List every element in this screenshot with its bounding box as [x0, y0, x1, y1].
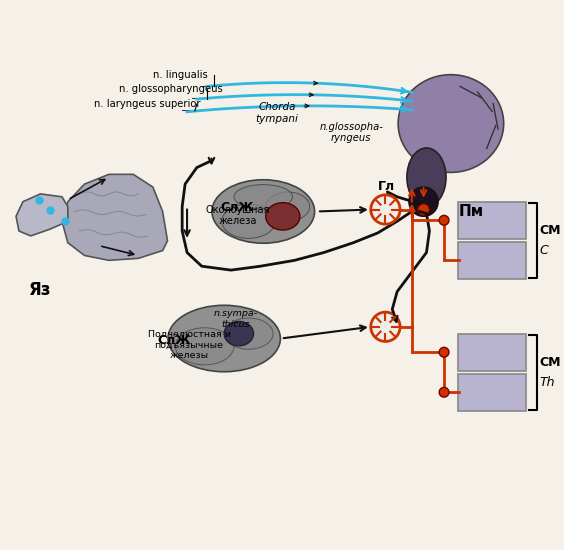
Text: n. glossopharyngeus: n. glossopharyngeus [118, 84, 222, 95]
Ellipse shape [212, 180, 315, 243]
Ellipse shape [224, 318, 273, 349]
Ellipse shape [409, 187, 438, 216]
Text: Th: Th [540, 376, 556, 388]
Text: Гл: Гл [378, 180, 395, 193]
Circle shape [439, 347, 449, 357]
Ellipse shape [222, 204, 275, 238]
Text: n.glossopha-
ryngeus: n.glossopha- ryngeus [319, 122, 383, 143]
Polygon shape [62, 174, 168, 260]
Text: Пм: Пм [459, 204, 484, 219]
Circle shape [439, 216, 449, 225]
Text: n. laryngeus superior: n. laryngeus superior [94, 99, 201, 109]
Circle shape [439, 387, 449, 397]
Text: Chorda
tympani: Chorda tympani [255, 102, 298, 124]
Ellipse shape [224, 321, 253, 346]
Text: Околоушная
железа: Околоушная железа [206, 205, 270, 226]
Ellipse shape [234, 185, 293, 209]
Text: СлЖ: СлЖ [221, 201, 254, 214]
FancyBboxPatch shape [458, 373, 526, 411]
Polygon shape [16, 194, 68, 236]
Circle shape [371, 195, 400, 224]
Ellipse shape [407, 148, 446, 207]
Ellipse shape [398, 75, 504, 172]
Circle shape [418, 204, 429, 216]
Text: СМ: СМ [540, 224, 561, 237]
FancyBboxPatch shape [458, 242, 526, 279]
Text: Яз: Яз [29, 280, 51, 299]
Text: СлЖ: СлЖ [158, 334, 191, 348]
Ellipse shape [168, 305, 280, 372]
Text: n. lingualis: n. lingualis [153, 70, 208, 80]
Circle shape [371, 312, 400, 342]
Text: Подчелюстная и
подъязычные
железы: Подчелюстная и подъязычные железы [148, 330, 231, 360]
Text: СМ: СМ [540, 356, 561, 369]
Text: n.sympa-
thicus: n.sympa- thicus [214, 310, 258, 329]
FancyBboxPatch shape [458, 202, 526, 239]
Ellipse shape [266, 192, 310, 221]
Ellipse shape [175, 328, 234, 365]
Ellipse shape [266, 203, 300, 230]
Text: C: C [540, 244, 549, 257]
FancyBboxPatch shape [458, 334, 526, 371]
